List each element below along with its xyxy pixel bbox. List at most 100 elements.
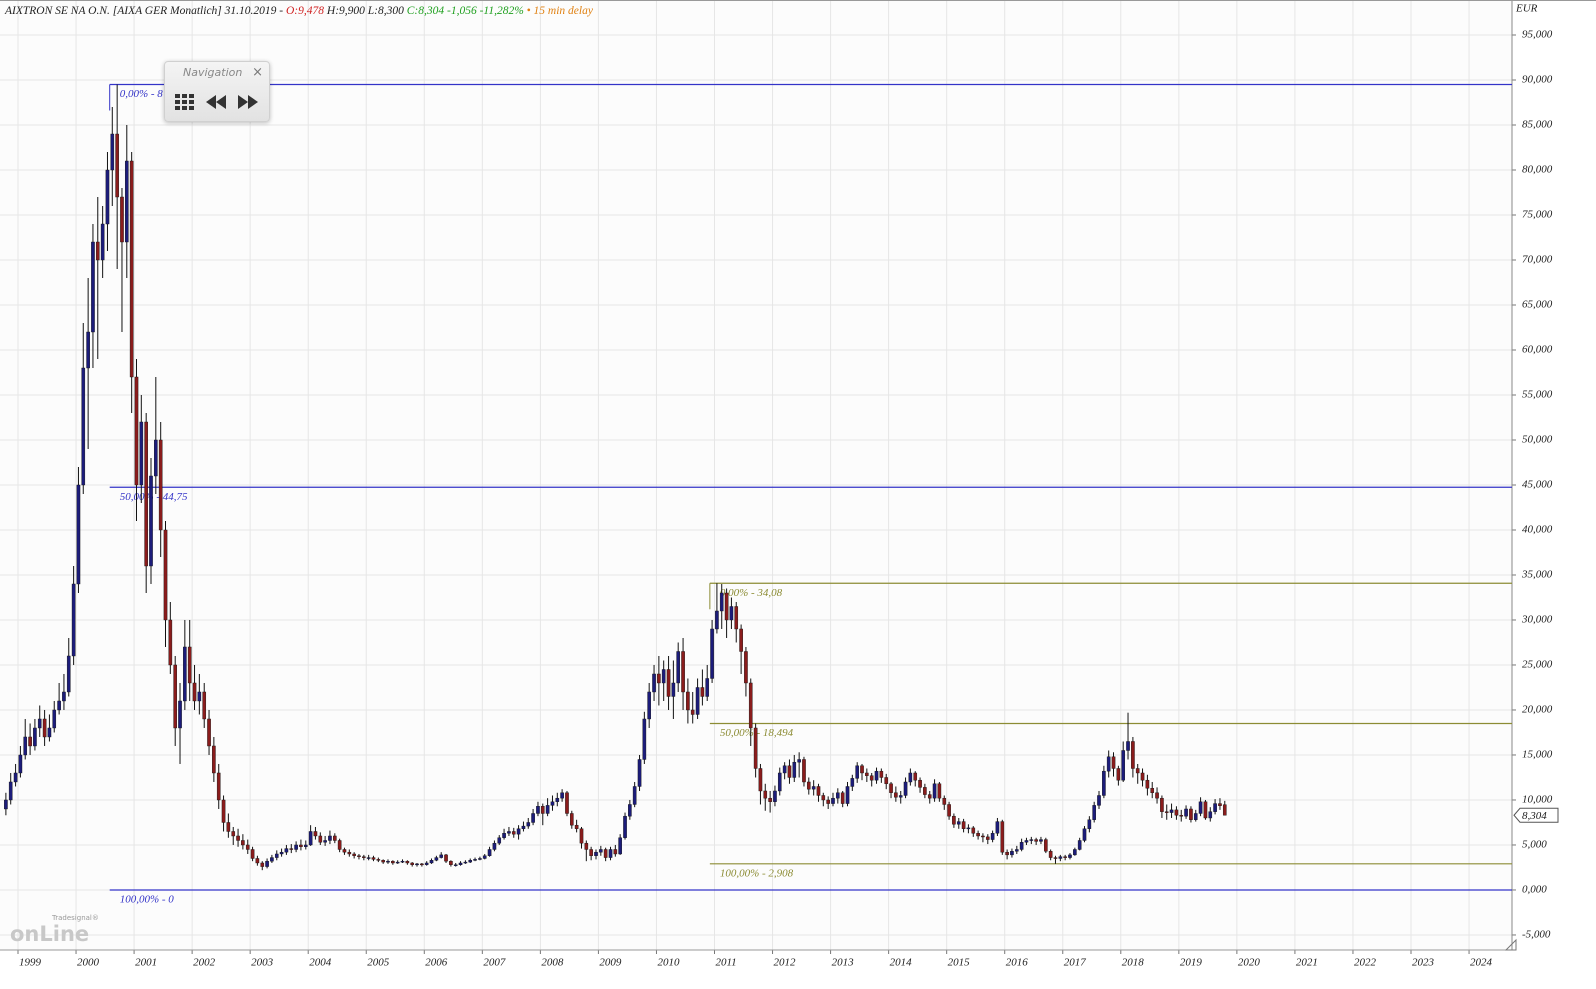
x-tick-label: 2014: [890, 957, 913, 969]
grid-button[interactable]: [175, 94, 194, 110]
candle-body: [100, 223, 105, 261]
candle-body: [274, 853, 279, 858]
candle-body: [110, 133, 115, 171]
rewind-button[interactable]: [206, 95, 226, 109]
candle-body: [618, 837, 622, 855]
x-tick-label: 2000: [77, 957, 100, 969]
candle-body: [473, 859, 477, 861]
candle-body: [956, 821, 961, 825]
candle-body: [666, 669, 671, 697]
candle-body: [105, 169, 110, 225]
candle-body: [937, 783, 942, 799]
instrument-title: AIXTRON SE NA O.N. [AIXA GER Monatlich] …: [5, 5, 284, 17]
candle-body: [202, 691, 207, 720]
candle-body: [894, 792, 898, 798]
candle-body: [1208, 811, 1213, 819]
candle-body: [526, 822, 531, 827]
y-tick-label: 15,000: [1522, 749, 1553, 761]
candle-body: [4, 799, 8, 810]
candle-body: [874, 770, 879, 781]
candle-body: [903, 781, 908, 796]
candle-body: [289, 848, 294, 850]
candle-body: [748, 682, 753, 729]
candle-body: [1160, 797, 1164, 812]
candle-body: [700, 687, 705, 697]
candle-body: [328, 835, 332, 841]
candle-body: [1140, 772, 1145, 781]
candle-body: [976, 833, 980, 837]
candle-body: [555, 797, 560, 802]
candle-body: [715, 610, 719, 630]
candle-body: [1106, 756, 1111, 772]
candle-body: [570, 813, 574, 826]
candle-body: [410, 862, 414, 865]
candle-body: [971, 827, 976, 834]
candle-body: [86, 331, 90, 369]
candle-body: [134, 376, 139, 486]
candle-body: [144, 421, 148, 567]
candle-body: [768, 797, 772, 802]
candle-body: [255, 858, 260, 864]
candle-body: [536, 806, 540, 814]
resize-handle: [1504, 938, 1517, 951]
candle-body: [1015, 849, 1019, 852]
candle-body: [168, 619, 173, 666]
candle-body: [1010, 851, 1014, 856]
candle-body: [724, 592, 729, 621]
x-tick-label: 1999: [19, 957, 41, 969]
x-tick-label: 2016: [1006, 957, 1029, 969]
y-tick-label: 30,000: [1521, 614, 1553, 626]
candle-body: [840, 792, 845, 804]
candle-body: [918, 779, 922, 788]
candle-body: [811, 786, 816, 790]
candle-body: [599, 849, 603, 853]
candle-body: [1019, 842, 1024, 850]
x-tick-label: 2019: [1180, 957, 1203, 969]
candle-body: [1135, 768, 1140, 774]
candle-body: [1189, 808, 1193, 820]
forward-button[interactable]: [238, 95, 258, 109]
candle-body: [1048, 851, 1053, 858]
candle-body: [879, 770, 884, 778]
candle-body: [1184, 808, 1188, 817]
x-tick-label: 2017: [1064, 957, 1087, 969]
candle-body: [1179, 815, 1184, 817]
candle-body: [192, 682, 197, 702]
candle-body: [347, 851, 352, 855]
candle-body: [115, 133, 119, 198]
x-tick-label: 2002: [193, 957, 216, 969]
candle-body: [62, 691, 66, 702]
candle-body: [424, 862, 429, 865]
candle-body: [28, 736, 32, 747]
candle-body: [1116, 768, 1121, 781]
candle-body: [792, 761, 797, 778]
candle-body: [1044, 839, 1048, 852]
candle-body: [149, 475, 153, 567]
x-tick-label: 2006: [425, 957, 448, 969]
candle-body: [1029, 839, 1034, 841]
candle-body: [594, 851, 598, 856]
candle-body: [1077, 840, 1082, 850]
candle-body: [376, 859, 381, 861]
candle-body: [860, 765, 864, 774]
close-button[interactable]: ×: [252, 65, 263, 80]
candle-body: [323, 840, 327, 843]
x-tick-label: 2015: [948, 957, 971, 969]
candle-body: [1082, 828, 1087, 841]
candle-body: [352, 853, 356, 856]
candle-body: [212, 745, 216, 774]
y-tick-label: 60,000: [1522, 344, 1553, 356]
candle-body: [458, 862, 463, 865]
candle-body: [250, 849, 255, 859]
candle-body: [1198, 801, 1203, 814]
x-tick-label: 2018: [1122, 957, 1145, 969]
candle-body: [371, 857, 376, 860]
candle-body: [8, 781, 13, 801]
candle-body: [1218, 803, 1222, 806]
candle-body: [1111, 756, 1116, 769]
candle-body: [33, 727, 37, 747]
candle-body: [1150, 788, 1155, 793]
candle-body: [313, 831, 318, 837]
